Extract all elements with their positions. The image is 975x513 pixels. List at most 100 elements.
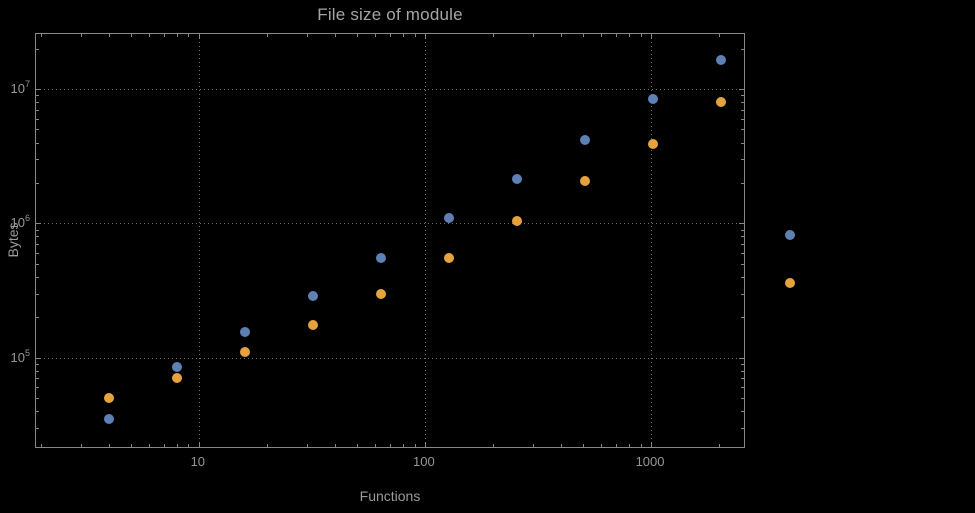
y-tick xyxy=(741,48,744,50)
x-tick xyxy=(40,444,42,447)
y-tick-label: 106 xyxy=(10,213,30,231)
y-tick xyxy=(741,118,744,120)
data-point-series-2-orange xyxy=(648,138,659,149)
y-tick xyxy=(36,159,39,161)
y-tick xyxy=(741,411,744,413)
data-point-series-1-blue xyxy=(376,253,387,264)
y-tick xyxy=(36,182,39,184)
data-point-series-2-orange xyxy=(376,288,387,299)
y-tick xyxy=(741,293,744,295)
x-tick xyxy=(532,444,534,447)
y-tick xyxy=(36,229,39,231)
x-tick xyxy=(389,34,391,37)
y-tick xyxy=(36,244,39,246)
x-tick xyxy=(176,34,178,37)
x-tick xyxy=(719,34,721,37)
y-tick xyxy=(36,236,39,238)
x-tick xyxy=(532,34,534,37)
y-tick xyxy=(36,370,39,372)
data-point-series-2-orange xyxy=(171,373,182,384)
x-tick xyxy=(719,444,721,447)
y-tick xyxy=(36,276,39,278)
y-tick-label: 105 xyxy=(10,347,30,365)
y-tick xyxy=(36,102,39,104)
x-tick-label: 100 xyxy=(413,454,435,469)
y-tick xyxy=(741,370,744,372)
y-tick xyxy=(36,118,39,120)
y-tick xyxy=(36,263,39,265)
y-tick xyxy=(36,378,39,380)
y-tick xyxy=(741,229,744,231)
y-tick xyxy=(741,159,744,161)
y-tick xyxy=(36,89,41,91)
legend-marker-series-1 xyxy=(785,230,795,240)
data-point-series-1-blue xyxy=(171,362,182,373)
y-tick xyxy=(36,357,41,359)
horizontal-gridline xyxy=(36,223,744,225)
y-tick xyxy=(741,142,744,144)
x-tick xyxy=(640,444,642,447)
data-point-series-1-blue xyxy=(308,290,319,301)
y-tick xyxy=(741,276,744,278)
x-tick xyxy=(148,444,150,447)
x-tick xyxy=(582,34,584,37)
x-tick xyxy=(266,444,268,447)
x-tick xyxy=(130,444,132,447)
plot-frame xyxy=(35,33,745,448)
y-tick xyxy=(741,129,744,131)
data-point-series-1-blue xyxy=(512,173,523,184)
x-tick xyxy=(40,34,42,37)
data-point-series-1-blue xyxy=(239,327,250,338)
vertical-gridline xyxy=(651,34,653,447)
x-tick xyxy=(403,34,404,37)
data-point-series-1-blue xyxy=(580,134,591,145)
x-axis-label: Functions xyxy=(359,488,421,504)
y-tick xyxy=(36,411,39,413)
x-tick xyxy=(306,444,308,447)
x-tick xyxy=(424,34,426,39)
data-point-series-1-blue xyxy=(716,54,727,65)
x-tick xyxy=(163,34,165,37)
x-tick xyxy=(389,444,391,447)
data-point-series-1-blue xyxy=(444,212,455,223)
data-point-series-2-orange xyxy=(239,347,250,358)
y-tick xyxy=(741,378,744,380)
x-tick xyxy=(403,444,404,447)
y-tick xyxy=(741,244,744,246)
data-point-series-2-orange xyxy=(444,253,455,264)
x-tick xyxy=(561,444,563,447)
y-tick xyxy=(36,142,39,144)
x-tick xyxy=(188,444,190,447)
x-tick-label: 10 xyxy=(190,454,206,469)
data-point-series-1-blue xyxy=(648,93,659,104)
x-tick xyxy=(492,444,494,447)
y-tick xyxy=(741,182,744,184)
legend-marker-series-2 xyxy=(785,278,795,288)
x-tick xyxy=(374,34,376,37)
y-tick xyxy=(741,317,744,319)
x-tick xyxy=(80,444,82,447)
y-axis-label: Bytes xyxy=(5,222,21,258)
y-tick xyxy=(36,109,39,111)
y-tick xyxy=(36,427,39,429)
x-tick xyxy=(198,442,200,447)
x-tick xyxy=(640,34,642,37)
x-tick xyxy=(414,34,416,37)
y-tick xyxy=(739,223,744,225)
x-tick xyxy=(334,34,336,37)
x-tick xyxy=(80,34,82,37)
y-tick xyxy=(741,398,744,400)
x-tick xyxy=(306,34,308,37)
y-tick xyxy=(36,253,39,255)
y-tick xyxy=(36,48,39,50)
x-tick xyxy=(492,34,494,37)
y-tick xyxy=(739,357,744,359)
y-tick xyxy=(741,253,744,255)
x-tick xyxy=(616,444,617,447)
x-tick xyxy=(356,444,358,447)
x-tick xyxy=(414,444,416,447)
y-tick xyxy=(36,129,39,131)
x-tick xyxy=(130,34,132,37)
x-tick xyxy=(424,442,426,447)
